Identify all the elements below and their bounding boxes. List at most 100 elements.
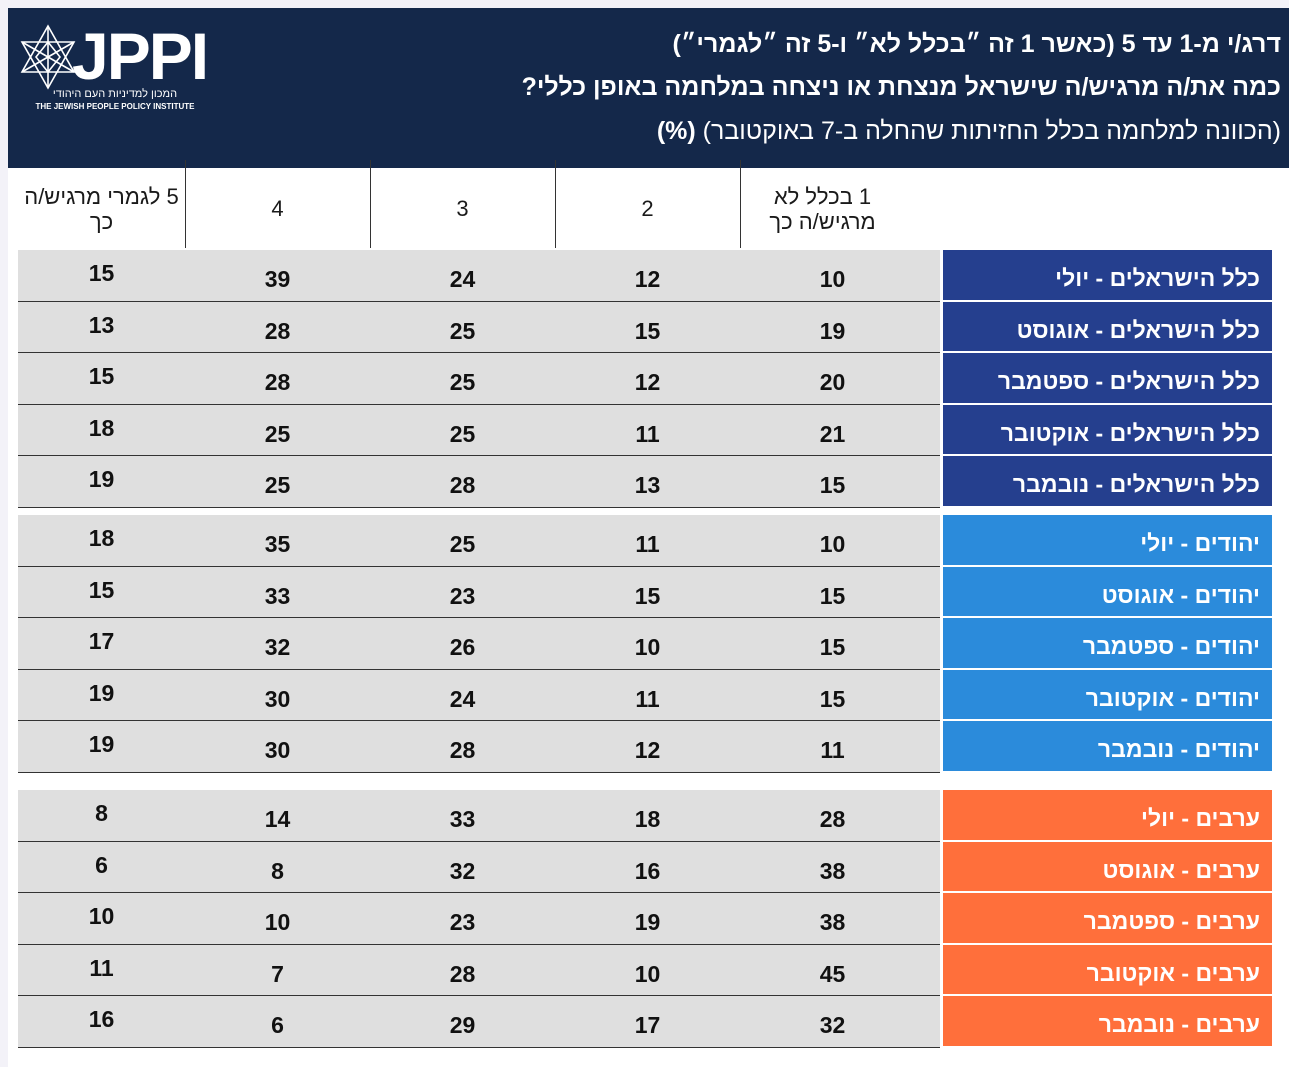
value-cell: 28 — [819, 806, 846, 833]
value-cell: 15 — [819, 634, 846, 661]
value-cell: 15 — [634, 317, 661, 344]
value-cell: 28 — [449, 737, 476, 764]
column-divider — [740, 160, 741, 248]
row-background — [18, 250, 940, 302]
value-cell: 11 — [635, 420, 660, 447]
header-bar — [8, 8, 1289, 168]
row-background — [18, 353, 940, 405]
value-cell: 8 — [271, 857, 284, 884]
value-cell: 19 — [88, 679, 115, 706]
column-divider — [370, 160, 371, 248]
value-cell: 15 — [88, 260, 115, 286]
value-cell: 35 — [264, 531, 291, 558]
value-cell: 11 — [89, 954, 114, 981]
value-cell: 15 — [819, 582, 846, 609]
row-background — [18, 456, 940, 508]
value-cell: 15 — [819, 472, 846, 499]
row-label: ערבים - ספטמבר — [943, 893, 1272, 945]
row-label: יהודים - יולי — [943, 515, 1272, 567]
value-cell: 33 — [264, 582, 291, 609]
unit: (%) — [656, 117, 696, 145]
value-cell: 15 — [88, 363, 115, 389]
row-background — [18, 515, 940, 567]
row-label: כלל הישראלים - אוקטובר — [943, 404, 1272, 456]
title: דרג/י מ-1 עד 5 (כאשר 1 זה ״בכלל לא״ ו-5 … — [672, 30, 1282, 58]
value-cell: 32 — [449, 857, 476, 884]
row-label: יהודים - ספטמבר — [943, 618, 1272, 670]
row-label: יהודים - אוקטובר — [943, 669, 1272, 721]
column-header: 2 — [641, 196, 654, 222]
value-cell: 16 — [634, 857, 661, 884]
value-cell: 25 — [449, 317, 476, 344]
row-label: ערבים - נובמבר — [943, 996, 1272, 1048]
value-cell: 39 — [264, 266, 291, 293]
value-cell: 32 — [819, 1012, 846, 1039]
value-cell: 17 — [634, 1012, 661, 1039]
row-background — [18, 841, 940, 893]
value-cell: 14 — [264, 806, 291, 833]
row-background — [18, 566, 940, 618]
value-cell: 11 — [820, 737, 845, 764]
row-label: כלל הישראלים - אוגוסט — [943, 301, 1272, 353]
value-cell: 12 — [634, 266, 661, 293]
value-cell: 10 — [634, 960, 661, 987]
value-cell: 25 — [449, 369, 476, 396]
value-cell: 10 — [264, 909, 291, 936]
row-background — [18, 669, 940, 721]
value-cell: 6 — [95, 851, 108, 878]
value-cell: 24 — [449, 266, 476, 293]
value-cell: 38 — [819, 857, 846, 884]
value-cell: 10 — [819, 531, 846, 558]
row-background — [18, 721, 940, 773]
row-label: כלל הישראלים - יולי — [943, 250, 1272, 302]
value-cell: 8 — [95, 800, 108, 826]
value-cell: 30 — [264, 685, 291, 712]
subtitle: (הכוונה למלחמה בכלל החזיתות שהחלה ב-7 בא… — [702, 117, 1281, 145]
value-cell: 7 — [271, 960, 284, 987]
value-cell: 15 — [819, 685, 846, 712]
value-cell: 32 — [264, 634, 291, 661]
value-cell: 12 — [634, 369, 661, 396]
value-cell: 10 — [88, 903, 115, 929]
value-cell: 29 — [449, 1012, 476, 1039]
row-background — [18, 618, 940, 670]
value-cell: 23 — [449, 582, 476, 609]
value-cell: 11 — [635, 685, 660, 712]
value-cell: 38 — [819, 909, 846, 936]
row-label: יהודים - נובמבר — [943, 721, 1272, 773]
row-label: ערבים - אוגוסט — [943, 841, 1272, 893]
value-cell: 45 — [819, 960, 846, 987]
value-cell: 25 — [264, 472, 291, 499]
logo-star — [20, 24, 76, 90]
row-background — [18, 996, 940, 1048]
value-cell: 28 — [264, 317, 291, 344]
value-cell: 10 — [634, 634, 661, 661]
value-cell: 18 — [88, 414, 115, 441]
value-cell: 28 — [449, 472, 476, 499]
question: כמה את/ה מרגיש/ה שישראל מנצחת או ניצחה ב… — [521, 73, 1281, 101]
value-cell: 13 — [88, 311, 115, 338]
logo: JPPI — [72, 19, 209, 93]
value-cell: 6 — [271, 1012, 284, 1039]
value-cell: 28 — [264, 369, 291, 396]
value-cell: 26 — [449, 634, 476, 661]
value-cell: 15 — [634, 582, 661, 609]
value-cell: 19 — [634, 909, 661, 936]
row-background — [18, 790, 940, 842]
row-label: כלל הישראלים - ספטמבר — [943, 353, 1272, 405]
row-label: יהודים - אוגוסט — [943, 566, 1272, 618]
value-cell: 25 — [264, 420, 291, 447]
column-header: 1 בכלל לא מרגיש/ה כך — [769, 183, 876, 234]
row-background — [18, 404, 940, 456]
value-cell: 18 — [634, 806, 661, 833]
row-label: ערבים - אוקטובר — [943, 944, 1272, 996]
value-cell: 15 — [88, 576, 115, 603]
value-cell: 19 — [88, 731, 115, 757]
value-cell: 12 — [634, 737, 661, 764]
value-cell: 13 — [634, 472, 661, 499]
value-cell: 24 — [449, 685, 476, 712]
row-label: ערבים - יולי — [943, 790, 1272, 842]
column-divider — [185, 160, 186, 248]
row-background — [18, 893, 940, 945]
